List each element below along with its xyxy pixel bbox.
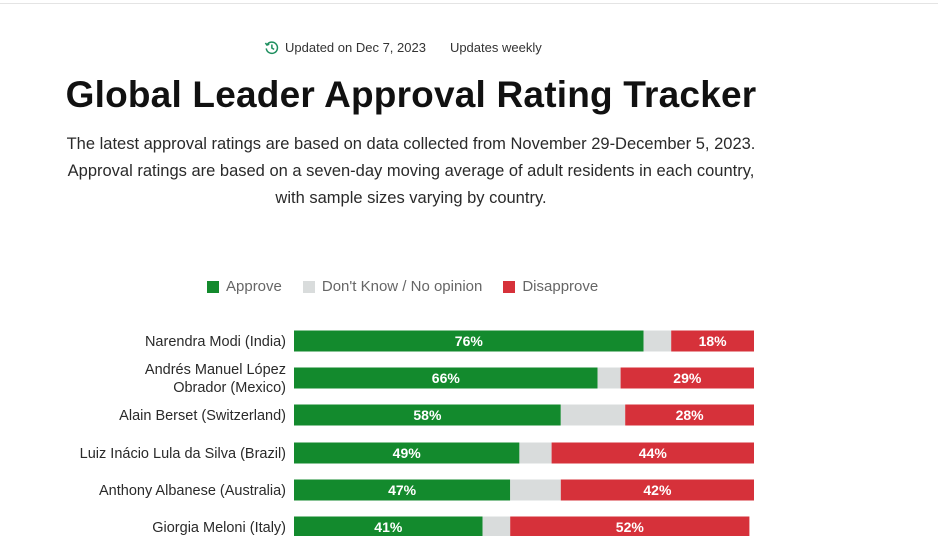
- value-label-approve: 76%: [455, 333, 484, 349]
- bar-segment-dont-know: [519, 442, 552, 464]
- page-title: Global Leader Approval Rating Tracker: [65, 74, 757, 115]
- chart-legend: Approve Don't Know / No opinion Disappro…: [207, 278, 619, 295]
- approval-bar-chart: Narendra Modi (India) 76% 18% Andrés Manuel…: [80, 330, 754, 536]
- bar-segment-approve: [294, 330, 644, 352]
- bar-segment-dont-know: [643, 330, 672, 352]
- legend-label-disapprove: Disapprove: [522, 278, 599, 295]
- legend-item-dont-know: Don't Know / No opinion: [302, 278, 483, 295]
- legend-swatch-dont-know: [302, 280, 315, 293]
- category-label: Narendra Modi (India): [145, 334, 286, 350]
- category-label: Giorgia Meloni (Italy): [152, 520, 286, 536]
- value-label-approve: 58%: [413, 407, 442, 423]
- value-label-disapprove: 18%: [699, 333, 728, 349]
- page-description: The latest approval ratings are based on…: [66, 135, 756, 207]
- bar-segment-disapprove: [671, 330, 754, 352]
- update-info: Updated on Dec 7, 2023 Updates weekly: [264, 38, 542, 56]
- category-label: Alain Berset (Switzerland): [119, 408, 286, 424]
- bar-segment-dont-know: [597, 367, 621, 389]
- bar-segment-disapprove: [510, 516, 750, 536]
- value-label-approve: 49%: [393, 445, 422, 461]
- value-label-approve: 66%: [432, 370, 461, 386]
- bar-segment-approve: [294, 367, 598, 389]
- value-label-disapprove: 44%: [639, 445, 668, 461]
- value-label-approve: 47%: [388, 482, 417, 498]
- bar-segment-disapprove: [560, 479, 754, 501]
- value-label-disapprove: 28%: [676, 407, 705, 423]
- bar-segment-dont-know: [482, 516, 511, 536]
- update-frequency: Updates weekly: [449, 39, 542, 55]
- legend-item-disapprove: Disapprove: [503, 278, 598, 295]
- bar-segment-disapprove: [620, 367, 754, 389]
- value-label-disapprove: 42%: [643, 482, 672, 498]
- legend-label-dont-know: Don't Know / No opinion: [321, 278, 483, 295]
- bar-segment-approve: [294, 404, 561, 426]
- value-label-disapprove: 52%: [616, 519, 645, 535]
- category-label: Andrés Manuel López Obrador (Mexico): [145, 362, 286, 396]
- legend-label-approve: Approve: [226, 278, 282, 295]
- category-label: Luiz Inácio Lula da Silva (Brazil): [80, 446, 286, 462]
- bar-segment-disapprove: [551, 442, 754, 464]
- bar-segment-disapprove: [625, 404, 754, 426]
- bar-segment-dont-know: [510, 479, 561, 501]
- top-divider: [0, 3, 938, 4]
- history-clock-icon: [264, 40, 279, 54]
- value-label-approve: 41%: [374, 519, 403, 535]
- legend-swatch-disapprove: [503, 280, 516, 293]
- bar-segment-approve: [294, 442, 520, 464]
- category-label-line: Andrés Manuel López: [145, 362, 286, 378]
- legend-item-approve: Approve: [207, 278, 282, 295]
- bar-segment-dont-know: [560, 404, 626, 426]
- value-label-disapprove: 29%: [673, 370, 702, 386]
- bar-segment-approve: [294, 479, 511, 501]
- updated-date: Updated on Dec 7, 2023: [285, 39, 426, 55]
- category-label: Anthony Albanese (Australia): [99, 483, 286, 499]
- legend-swatch-approve: [207, 280, 219, 293]
- bar-segment-approve: [294, 516, 483, 536]
- category-label-line: Obrador (Mexico): [173, 380, 286, 396]
